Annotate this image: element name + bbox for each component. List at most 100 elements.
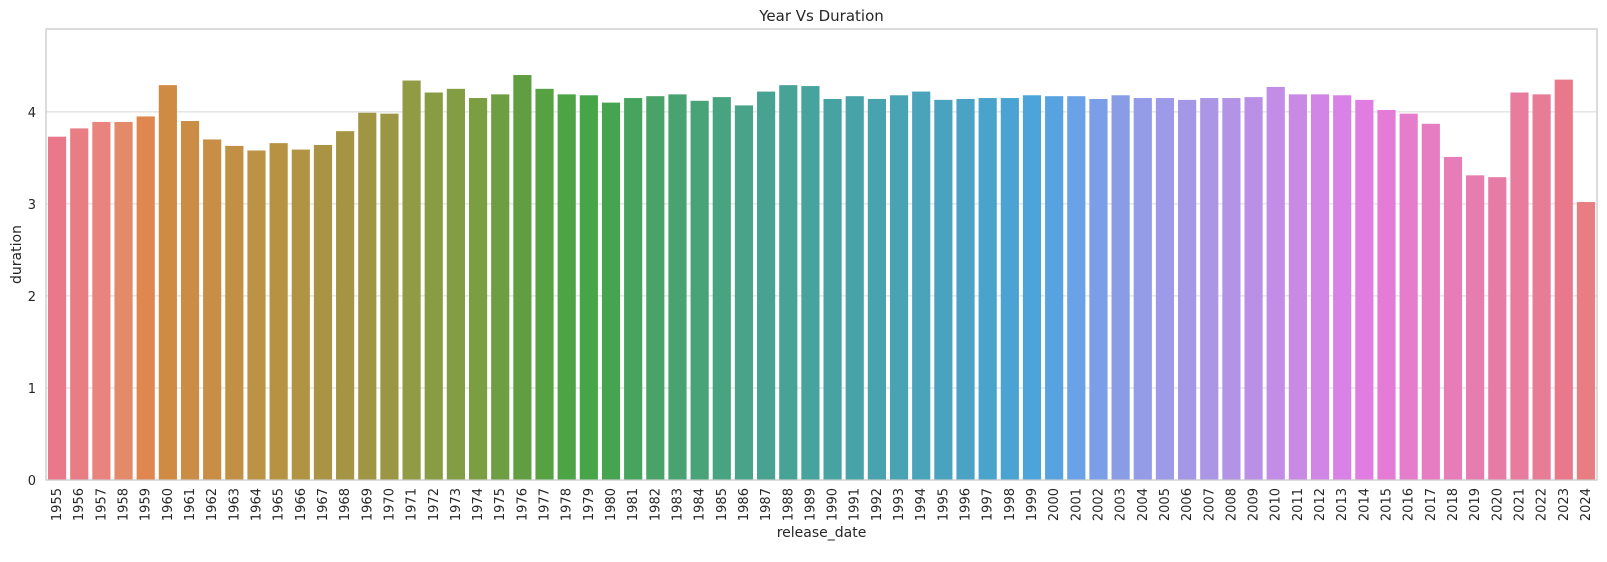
x-tick-label: 1979 <box>582 488 597 521</box>
bar-2020 <box>1488 177 1507 480</box>
bar-2003 <box>1111 95 1130 481</box>
bar-1980 <box>601 102 621 480</box>
x-tick-label: 1981 <box>626 488 641 521</box>
bar-1993 <box>889 95 909 481</box>
bar-1990 <box>823 98 842 480</box>
x-tick-label: 2021 <box>1512 488 1527 521</box>
x-tick-label: 1985 <box>715 488 730 521</box>
x-tick-label: 1972 <box>427 488 442 521</box>
bar-2017 <box>1421 123 1440 481</box>
x-tick-label: 1958 <box>117 488 132 521</box>
bar-2011 <box>1288 94 1307 481</box>
x-tick-label: 2017 <box>1424 488 1439 521</box>
bar-2024 <box>1576 202 1596 480</box>
bar-1978 <box>557 94 576 481</box>
bar-1960 <box>158 85 177 480</box>
bar-2015 <box>1377 109 1396 481</box>
bar-1977 <box>535 88 554 480</box>
x-tick-label: 1990 <box>826 488 841 521</box>
x-tick-label: 1989 <box>803 488 818 521</box>
bar-1997 <box>978 98 997 480</box>
bar-1974 <box>468 98 488 480</box>
bar-2019 <box>1466 175 1485 480</box>
x-tick-label: 2018 <box>1446 488 1461 521</box>
x-tick-label: 1995 <box>936 488 951 521</box>
y-tick-label: 4 <box>28 106 36 121</box>
x-tick-label: 1978 <box>560 488 575 521</box>
x-tick-label: 1984 <box>693 488 708 521</box>
bar-1975 <box>491 94 510 481</box>
x-tick-label: 1977 <box>538 488 553 521</box>
x-tick-label: 2012 <box>1313 488 1328 521</box>
x-tick-label: 1964 <box>249 488 264 521</box>
bar-1968 <box>336 131 355 480</box>
bar-1988 <box>779 85 798 480</box>
x-tick-label: 1974 <box>471 488 486 521</box>
x-tick-label: 1997 <box>981 488 996 521</box>
bar-1979 <box>579 95 598 481</box>
x-tick-label: 1994 <box>914 488 929 521</box>
x-tick-label: 1976 <box>515 488 530 521</box>
x-tick-label: 2004 <box>1136 488 1151 521</box>
x-axis-label: release_date <box>777 525 867 541</box>
x-tick-label: 1970 <box>382 488 397 521</box>
bar-2006 <box>1178 99 1197 480</box>
x-tick-label: 1988 <box>781 488 796 521</box>
bar-1989 <box>801 86 820 480</box>
bar-1959 <box>136 116 155 480</box>
bar-2012 <box>1310 94 1330 481</box>
bar-1957 <box>92 121 111 480</box>
bar-2016 <box>1399 113 1418 480</box>
plot-frame <box>45 28 1598 481</box>
x-tick-label: 2001 <box>1069 488 1084 521</box>
x-tick-label: 2016 <box>1402 488 1417 521</box>
x-tick-label: 1956 <box>72 488 87 521</box>
bar-1964 <box>247 150 266 480</box>
x-tick-label: 2000 <box>1047 488 1062 521</box>
bar-1981 <box>624 98 643 480</box>
x-tick-label: 2020 <box>1490 488 1505 521</box>
x-tick-label: 1969 <box>360 488 375 521</box>
x-tick-label: 1986 <box>737 488 752 521</box>
bar-1961 <box>180 121 200 480</box>
x-tick-label: 1960 <box>161 488 176 521</box>
bar-1958 <box>114 121 133 480</box>
bar-1984 <box>690 100 709 480</box>
bar-1965 <box>269 143 288 480</box>
x-tick-label: 2005 <box>1158 488 1173 521</box>
bar-1956 <box>70 128 89 480</box>
bar-2022 <box>1532 94 1551 481</box>
y-tick-labels: 0 1 2 3 4 <box>28 106 36 489</box>
bar-2002 <box>1089 98 1108 480</box>
x-tick-label: 1962 <box>205 488 220 521</box>
x-tick-label: 1998 <box>1003 488 1018 521</box>
bar-2001 <box>1067 96 1086 481</box>
bar-1966 <box>291 149 310 480</box>
bar-1955 <box>47 136 67 481</box>
bar-1983 <box>668 94 687 481</box>
x-tick-label: 2011 <box>1291 488 1306 521</box>
x-tick-label: 2008 <box>1224 488 1239 521</box>
x-tick-label: 1992 <box>870 488 885 521</box>
x-tick-label: 1971 <box>405 488 420 521</box>
bar-1991 <box>845 96 864 481</box>
x-tick-label: 1996 <box>959 488 974 521</box>
bar-1986 <box>734 105 754 481</box>
x-tick-label: 2003 <box>1114 488 1129 521</box>
bar-1972 <box>424 92 443 480</box>
x-tick-label: 1975 <box>493 488 508 521</box>
x-tick-label: 1991 <box>848 488 863 521</box>
x-tick-label: 2015 <box>1380 488 1395 521</box>
x-tick-label: 2006 <box>1180 488 1195 521</box>
x-tick-label: 2019 <box>1468 488 1483 521</box>
bar-2014 <box>1355 99 1374 480</box>
bar-1987 <box>757 91 776 480</box>
bar-2013 <box>1333 95 1352 481</box>
bar-1995 <box>934 99 953 480</box>
bar-2007 <box>1200 98 1219 480</box>
x-tick-label: 1967 <box>316 488 331 521</box>
bar-1998 <box>1000 98 1019 480</box>
bar-2005 <box>1155 98 1175 480</box>
